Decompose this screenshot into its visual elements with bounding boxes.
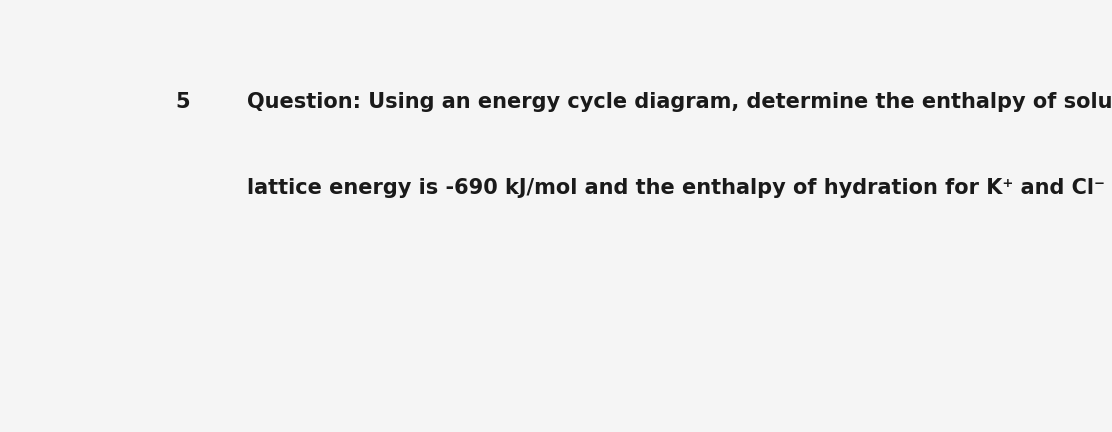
Text: Question: Using an energy cycle diagram, determine the enthalpy of solution for : Question: Using an energy cycle diagram,… xyxy=(247,92,1112,112)
Text: lattice energy is -690 kJ/mol and the enthalpy of hydration for K⁺ and Cl⁻ ions : lattice energy is -690 kJ/mol and the en… xyxy=(247,178,1112,198)
Text: 5: 5 xyxy=(176,92,190,112)
